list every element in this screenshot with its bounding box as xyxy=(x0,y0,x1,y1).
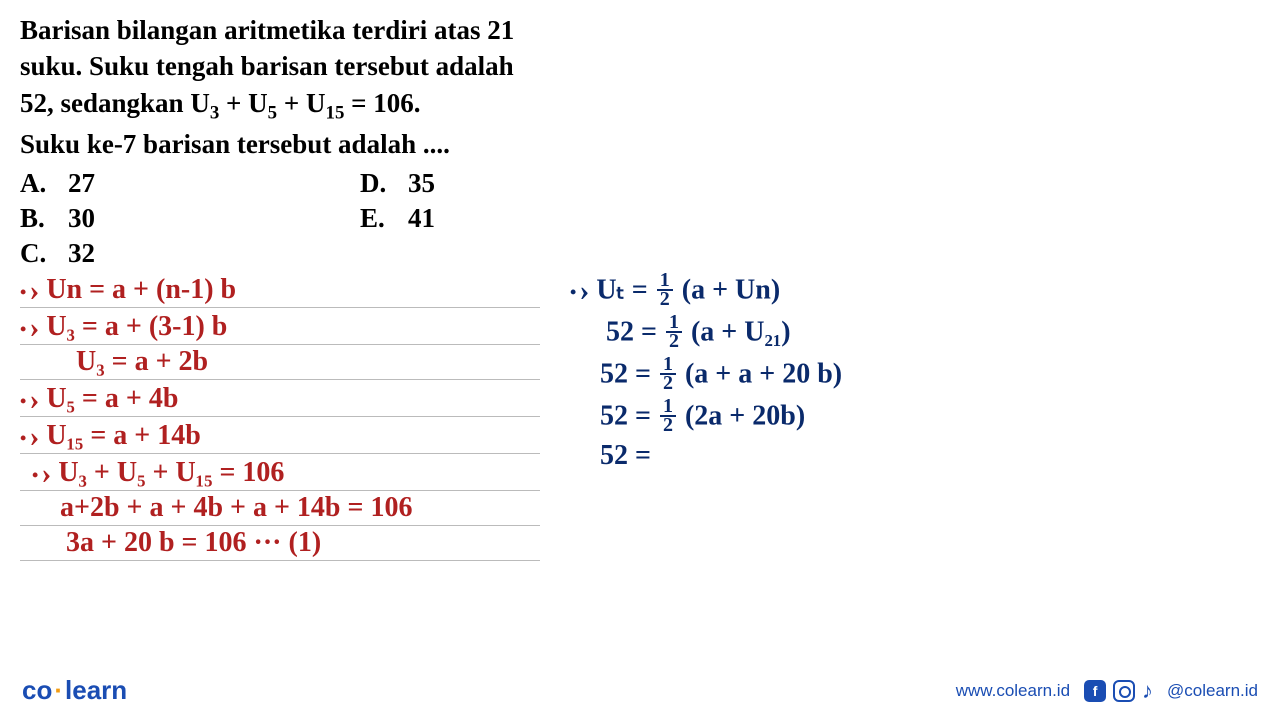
footer: co·learn www.colearn.id f ♪ @colearn.id xyxy=(0,675,1280,706)
work-line: a+2b + a + 4b + a + 14b = 106 xyxy=(20,494,540,522)
work-line: 52 = 12 (a + U₂₁) xyxy=(570,316,842,352)
footer-handle: @colearn.id xyxy=(1167,681,1258,701)
brand-logo: co·learn xyxy=(22,675,127,706)
option-d: D.35 xyxy=(360,166,435,201)
question-text: Barisan bilangan aritmetika terdiri atas… xyxy=(20,12,1260,162)
footer-url: www.colearn.id xyxy=(956,681,1070,701)
work-line: Un = a + (n-1) b xyxy=(20,274,540,304)
option-b: B.30 xyxy=(20,201,360,236)
work-right-column: Uₜ = 12 (a + Un) 52 = 12 (a + U₂₁) 52 = … xyxy=(570,274,842,470)
question-line-1: Barisan bilangan aritmetika terdiri atas… xyxy=(20,12,1260,48)
answer-options: A.27 B.30 C.32 D.35 E.41 xyxy=(20,166,1260,271)
question-line-4: Suku ke-7 barisan tersebut adalah .... xyxy=(20,126,1260,162)
tiktok-icon: ♪ xyxy=(1142,678,1153,704)
work-line: Uₜ = 12 (a + Un) xyxy=(570,274,842,310)
work-line: 52 = 12 (a + a + 20 b) xyxy=(570,358,842,394)
social-icons: f ♪ xyxy=(1084,678,1153,704)
footer-right: www.colearn.id f ♪ @colearn.id xyxy=(956,678,1258,704)
work-line: 52 = xyxy=(570,442,842,470)
instagram-icon xyxy=(1113,680,1135,702)
work-line: U₃ = a + (3-1) b xyxy=(20,311,540,341)
handwritten-work: Un = a + (n-1) b U₃ = a + (3-1) b U₃ = a… xyxy=(20,274,1260,561)
question-line-2: suku. Suku tengah barisan tersebut adala… xyxy=(20,48,1260,84)
option-c: C.32 xyxy=(20,236,360,271)
work-line: U₁₅ = a + 14b xyxy=(20,420,540,450)
facebook-icon: f xyxy=(1084,680,1106,702)
work-line: U₃ + U₅ + U₁₅ = 106 xyxy=(20,457,540,487)
question-line-3: 52, sedangkan U3 + U5 + U15 = 106. xyxy=(20,85,1260,126)
page-content: Barisan bilangan aritmetika terdiri atas… xyxy=(0,0,1280,561)
work-line: 3a + 20 b = 106 ··· (1) xyxy=(20,529,540,557)
work-line: U₅ = a + 4b xyxy=(20,383,540,413)
work-line: U₃ = a + 2b xyxy=(20,348,540,376)
work-left-column: Un = a + (n-1) b U₃ = a + (3-1) b U₃ = a… xyxy=(20,274,540,561)
work-line: 52 = 12 (2a + 20b) xyxy=(570,400,842,436)
option-a: A.27 xyxy=(20,166,360,201)
option-e: E.41 xyxy=(360,201,435,236)
